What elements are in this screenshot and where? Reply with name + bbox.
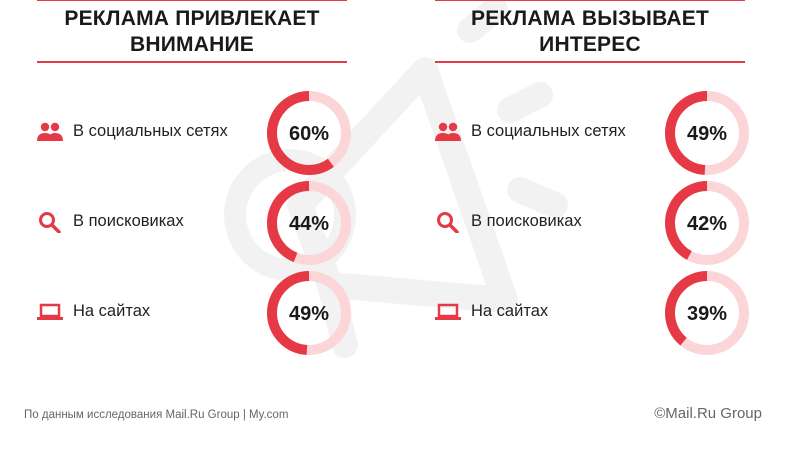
donut-value-arc	[267, 271, 351, 355]
source-note: По данным исследования Mail.Ru Group | M…	[24, 409, 289, 421]
search-icon	[437, 212, 459, 233]
donut-value-label: 60%	[289, 123, 329, 145]
stat-label: На сайтах	[73, 302, 151, 320]
panel-title: РЕКЛАМА ПРИВЛЕКАЕТ ВНИМАНИЕ	[37, 6, 347, 58]
search-icon	[39, 212, 61, 233]
stat-label: На сайтах	[471, 302, 549, 320]
title-divider	[37, 61, 347, 63]
stat-row-sites: На сайтах 39%	[435, 270, 755, 356]
donut-chart: 60%	[267, 91, 351, 175]
donut-chart: 49%	[665, 91, 749, 175]
donut-chart: 39%	[665, 271, 749, 355]
top-divider	[435, 0, 745, 1]
top-divider	[37, 0, 347, 1]
laptop-icon	[37, 303, 63, 320]
donut-value-label: 39%	[687, 303, 727, 325]
donut-value-label: 44%	[289, 213, 329, 235]
donut-chart: 49%	[267, 271, 351, 355]
copyright: ©Mail.Ru Group	[654, 405, 762, 422]
donut-chart: 44%	[267, 181, 351, 265]
stat-row-social: В социальных сетях 60%	[37, 90, 357, 176]
stat-label: В социальных сетях	[471, 122, 626, 140]
donut-value-arc	[267, 181, 351, 265]
laptop-icon	[435, 303, 461, 320]
panel-title-line1: РЕКЛАМА ПРИВЛЕКАЕТ	[64, 7, 320, 30]
panel-title-line1: РЕКЛАМА ВЫЗЫВАЕТ	[471, 7, 709, 30]
title-divider	[435, 61, 745, 63]
stat-label: В социальных сетях	[73, 122, 228, 140]
donut-value-label: 49%	[289, 303, 329, 325]
donut-value-arc	[665, 181, 749, 265]
people-icon	[435, 122, 461, 141]
donut-value-arc	[267, 91, 351, 175]
panel-title: РЕКЛАМА ВЫЗЫВАЕТ ИНТЕРЕС	[435, 6, 745, 58]
donut-value-label: 42%	[687, 213, 727, 235]
stat-label: В поисковиках	[73, 212, 184, 230]
donut-value-arc	[665, 91, 749, 175]
panel-title-line2: ВНИМАНИЕ	[130, 33, 254, 56]
stat-row-social: В социальных сетях 49%	[435, 90, 755, 176]
stat-label: В поисковиках	[471, 212, 582, 230]
donut-chart: 42%	[665, 181, 749, 265]
donut-value-arc	[665, 271, 749, 355]
stat-row-sites: На сайтах 49%	[37, 270, 357, 356]
stat-row-search: В поисковиках 42%	[435, 180, 755, 266]
panel-title-line2: ИНТЕРЕС	[539, 33, 641, 56]
stat-row-search: В поисковиках 44%	[37, 180, 357, 266]
donut-value-label: 49%	[687, 123, 727, 145]
people-icon	[37, 122, 63, 141]
